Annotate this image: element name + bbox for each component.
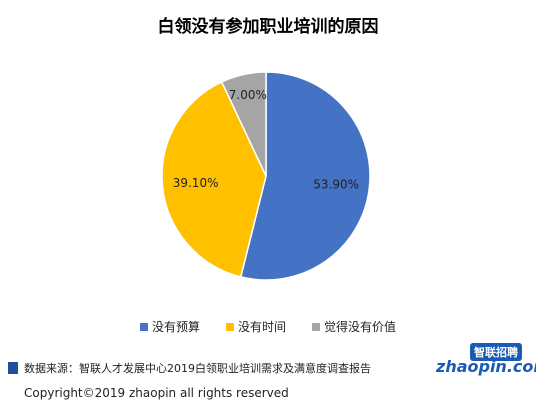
data-label-budget: 53.90% (313, 178, 359, 192)
legend-label-budget: 没有预算 (151, 320, 200, 334)
copyright-text: Copyright©2019 zhaopin all rights reserv… (24, 386, 289, 400)
chart-legend: 没有预算 没有时间 觉得没有价值 (0, 318, 536, 335)
legend-swatch-value (312, 322, 320, 331)
chart-title: 白领没有参加职业培训的原因 (157, 17, 379, 37)
data-label-time: 39.10% (173, 176, 219, 190)
legend-swatch-budget (139, 322, 148, 331)
legend-item-budget: 没有预算 (139, 318, 200, 335)
logo-chinese-text: 智联招聘 (470, 343, 522, 361)
legend-item-time: 没有时间 (225, 318, 286, 335)
pie-slice-time (161, 80, 267, 278)
legend-swatch-time (225, 322, 234, 331)
pie-slice-value (220, 71, 267, 177)
legend-label-time: 没有时间 (237, 320, 286, 334)
data-label-value: 7.00% (229, 88, 267, 102)
legend-label-value: 觉得没有价值 (324, 320, 397, 334)
pie-slice-budget (239, 71, 371, 281)
zhaopin-logo: 智联招聘 zhaopin.com (436, 343, 536, 377)
legend-item-value: 觉得没有价值 (312, 318, 396, 335)
data-source: 数据来源：智联人才发展中心2019白领职业培训需求及满意度调查报告 (8, 360, 371, 376)
logo-english-text: zhaopin.com (436, 357, 536, 376)
source-text: 数据来源：智联人才发展中心2019白领职业培训需求及满意度调查报告 (24, 362, 371, 375)
source-marker (8, 362, 18, 374)
